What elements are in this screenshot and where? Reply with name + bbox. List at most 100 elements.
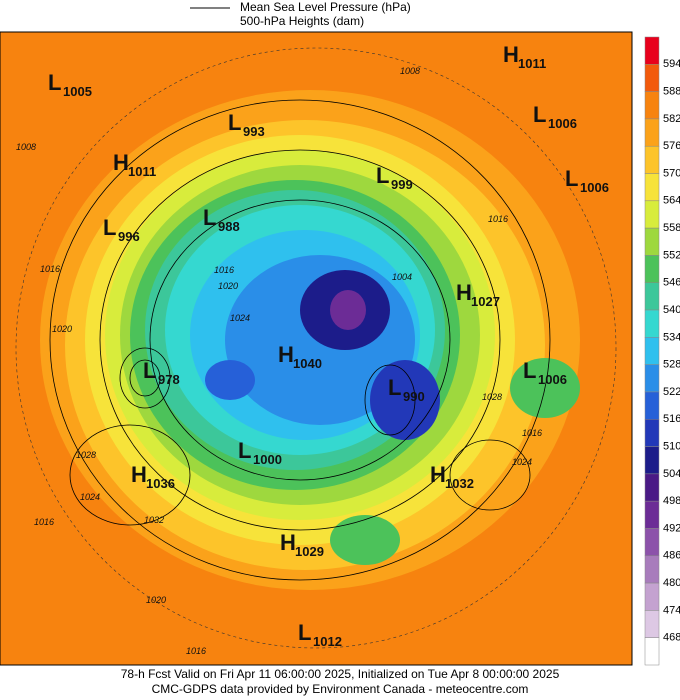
center-letter: L xyxy=(203,205,216,230)
colorbar-swatch xyxy=(644,337,660,365)
center-letter: L xyxy=(376,163,389,188)
center-value: 990 xyxy=(403,389,425,404)
colorbar-swatch xyxy=(644,555,660,584)
colorbar-swatch xyxy=(644,255,660,283)
center-value: 1032 xyxy=(445,476,474,491)
center-letter: L xyxy=(298,620,311,645)
center-value: 993 xyxy=(243,124,265,139)
colorbar-swatch xyxy=(644,200,660,229)
colorbar-label: 552 xyxy=(663,249,680,261)
colorbar-swatch xyxy=(644,173,660,202)
contour-label: 1016 xyxy=(40,264,60,274)
contour-label: 1016 xyxy=(186,646,206,656)
center-value: 1027 xyxy=(471,294,500,309)
contour-label: 1024 xyxy=(230,313,250,323)
map-field xyxy=(0,32,632,665)
colorbar-label: 492 xyxy=(663,522,680,534)
colorbar-label: 504 xyxy=(663,468,680,480)
center-value: 1012 xyxy=(313,634,342,649)
field-band xyxy=(205,360,255,400)
center-letter: L xyxy=(388,375,401,400)
colorbar-label: 582 xyxy=(663,113,680,125)
field-band xyxy=(370,360,440,440)
colorbar-swatch xyxy=(644,419,660,447)
center-value: 1029 xyxy=(295,544,324,559)
contour-label: 1020 xyxy=(52,324,72,334)
colorbar-swatch xyxy=(644,91,660,120)
contour-label: 1028 xyxy=(482,392,502,402)
contour-label: 1020 xyxy=(146,595,166,605)
contour-label: 1032 xyxy=(144,515,164,525)
colorbar-label: 516 xyxy=(663,413,680,425)
colorbar-swatch xyxy=(644,282,660,311)
contour-label: 1024 xyxy=(80,492,100,502)
center-letter: H xyxy=(278,342,294,367)
contour-label: 1016 xyxy=(488,214,508,224)
contour-label: 1004 xyxy=(392,272,412,282)
field-band xyxy=(330,290,366,330)
center-letter: H xyxy=(113,150,129,175)
legend-label: Mean Sea Level Pressure (hPa) xyxy=(240,0,411,14)
isobars xyxy=(49,99,551,581)
legend-label: 500-hPa Heights (dam) xyxy=(240,14,364,28)
colorbar-label: 474 xyxy=(663,604,680,616)
colorbar-swatch xyxy=(644,118,660,147)
contour-label: 1028 xyxy=(76,450,96,460)
colorbar-swatch xyxy=(644,446,660,475)
center-value: 1040 xyxy=(293,356,322,371)
center-value: 999 xyxy=(391,177,413,192)
colorbar-swatch xyxy=(644,309,660,338)
contour-label: 1008 xyxy=(400,66,420,76)
colorbar-label: 540 xyxy=(663,304,680,316)
contour-label: 1016 xyxy=(214,265,234,275)
center-letter: L xyxy=(565,166,578,191)
center-letter: L xyxy=(143,358,156,383)
colorbar-label: 510 xyxy=(663,440,680,452)
field-band xyxy=(330,515,400,565)
colorbar-swatch xyxy=(644,391,660,420)
center-value: 1006 xyxy=(580,180,609,195)
center-letter: H xyxy=(131,462,147,487)
center-value: 1006 xyxy=(548,116,577,131)
colorbar-label: 498 xyxy=(663,495,680,507)
center-value: 1006 xyxy=(538,372,567,387)
colorbar-label: 468 xyxy=(663,632,680,644)
colorbar-swatch xyxy=(644,610,660,638)
center-letter: L xyxy=(228,110,241,135)
center-value: 1011 xyxy=(128,164,156,179)
center-value: 988 xyxy=(218,219,240,234)
center-letter: L xyxy=(238,438,251,463)
center-value: 1005 xyxy=(63,84,92,99)
center-value: 996 xyxy=(118,229,140,244)
center-value: 1011 xyxy=(518,56,546,71)
center-letter: L xyxy=(533,102,546,127)
latitude-circle xyxy=(15,47,617,649)
colorbar-swatch xyxy=(644,637,660,666)
colorbar-label: 558 xyxy=(663,222,680,234)
map-frame xyxy=(0,31,633,666)
colorbar-label: 564 xyxy=(663,195,680,207)
colorbar-label: 546 xyxy=(663,277,680,289)
colorbar-swatch xyxy=(644,473,660,502)
contour-label: 1008 xyxy=(16,142,36,152)
footer-line: CMC-GDPS data provided by Environment Ca… xyxy=(152,682,529,696)
colorbar-swatch xyxy=(644,145,660,174)
colorbar-label: 594 xyxy=(663,58,680,70)
colorbar-swatch xyxy=(644,528,660,557)
colorbar-label: 588 xyxy=(663,86,680,98)
colorbar-label: 570 xyxy=(663,167,680,179)
colorbar-swatch xyxy=(644,227,660,256)
center-letter: L xyxy=(103,215,116,240)
center-value: 1036 xyxy=(146,476,175,491)
colorbar-label: 528 xyxy=(663,359,680,371)
colorbar-label: 486 xyxy=(663,550,680,562)
contour-label: 1020 xyxy=(218,281,238,291)
center-letter: H xyxy=(430,462,446,487)
center-value: 978 xyxy=(158,372,180,387)
colorbar-label: 480 xyxy=(663,577,680,589)
center-value: 1000 xyxy=(253,452,282,467)
contour-label: 1024 xyxy=(512,457,532,467)
colorbar-swatch xyxy=(644,364,660,393)
contour-label: 1016 xyxy=(522,428,542,438)
